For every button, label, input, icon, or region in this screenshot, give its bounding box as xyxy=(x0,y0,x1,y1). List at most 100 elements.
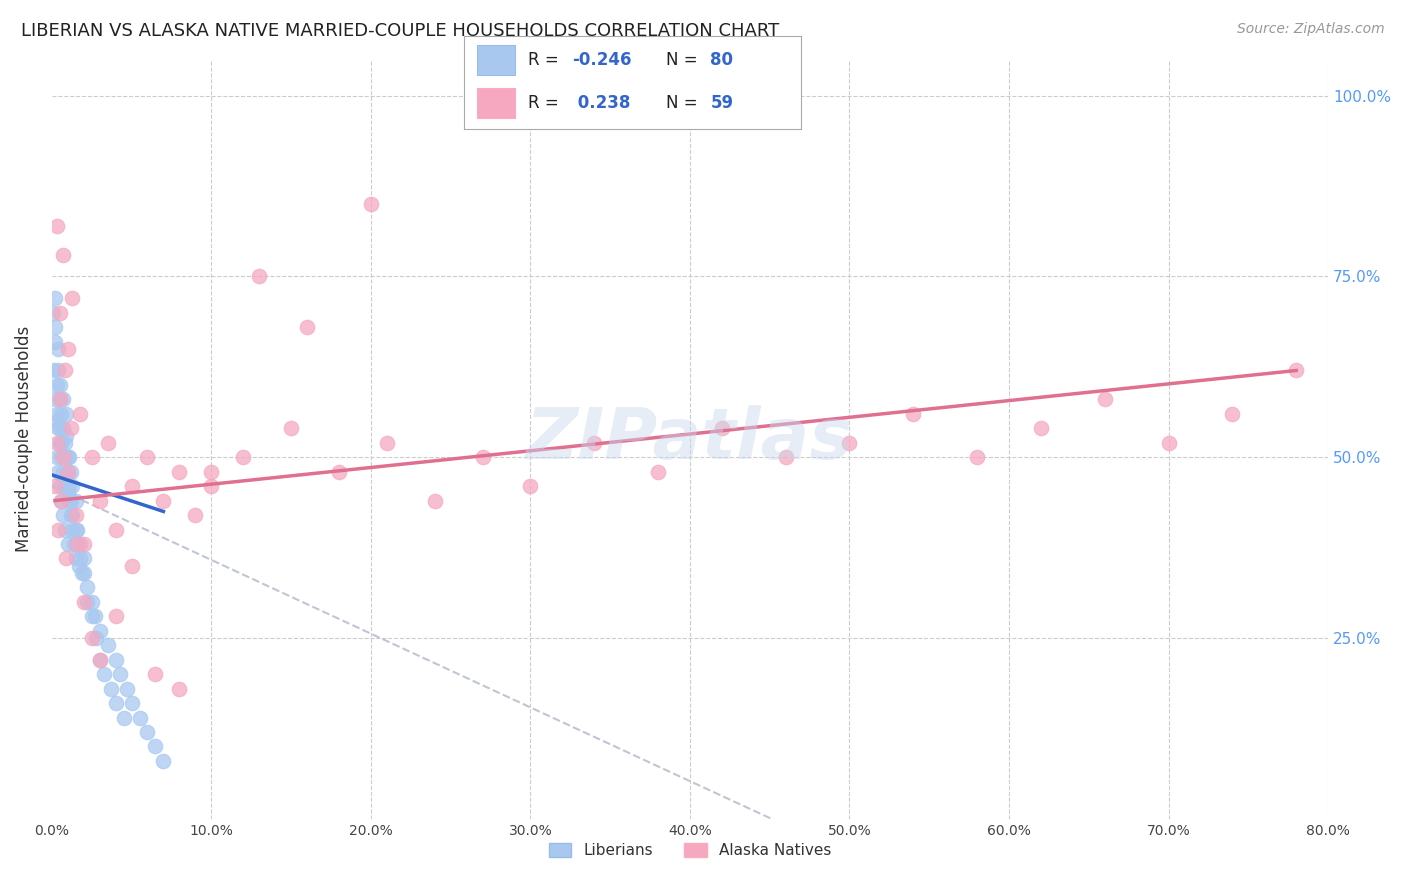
Point xyxy=(1222,407,1244,421)
Point xyxy=(104,696,127,710)
Point xyxy=(51,493,73,508)
Point xyxy=(83,609,105,624)
Point xyxy=(56,465,79,479)
Point xyxy=(647,465,669,479)
Point xyxy=(115,681,138,696)
Point xyxy=(328,465,350,479)
Point xyxy=(710,421,733,435)
Point xyxy=(136,450,159,465)
Point xyxy=(152,754,174,768)
Point xyxy=(145,739,167,754)
Text: 0.238: 0.238 xyxy=(572,95,630,112)
Text: 80: 80 xyxy=(710,51,734,69)
Point xyxy=(45,378,67,392)
Point xyxy=(295,320,318,334)
Point xyxy=(51,450,73,465)
Point xyxy=(121,479,143,493)
Point xyxy=(89,653,111,667)
Bar xyxy=(478,45,515,75)
Point xyxy=(62,523,84,537)
Point xyxy=(59,465,82,479)
Point xyxy=(45,219,67,233)
Point xyxy=(76,595,98,609)
Point xyxy=(184,508,207,522)
Point xyxy=(45,435,67,450)
Point xyxy=(48,305,70,319)
Point xyxy=(44,479,66,493)
Point xyxy=(52,248,75,262)
Point xyxy=(145,667,167,681)
Point xyxy=(46,421,69,435)
Bar xyxy=(478,88,515,118)
Point xyxy=(152,493,174,508)
Point xyxy=(44,392,66,407)
Point xyxy=(56,450,79,465)
Point xyxy=(48,378,70,392)
Point xyxy=(232,450,254,465)
Point xyxy=(59,508,82,522)
Text: Source: ZipAtlas.com: Source: ZipAtlas.com xyxy=(1237,22,1385,37)
Point xyxy=(53,450,76,465)
Point xyxy=(200,465,222,479)
Point xyxy=(903,407,925,421)
Point xyxy=(55,472,77,486)
Point xyxy=(66,537,89,551)
Point xyxy=(128,710,150,724)
Point xyxy=(200,479,222,493)
Text: LIBERIAN VS ALASKA NATIVE MARRIED-COUPLE HOUSEHOLDS CORRELATION CHART: LIBERIAN VS ALASKA NATIVE MARRIED-COUPLE… xyxy=(21,22,779,40)
Point xyxy=(56,537,79,551)
Point xyxy=(519,479,541,493)
Point xyxy=(360,197,382,211)
Point xyxy=(44,334,66,349)
Point xyxy=(80,450,103,465)
Point xyxy=(838,435,860,450)
Point xyxy=(52,421,75,435)
Point xyxy=(80,609,103,624)
Y-axis label: Married-couple Households: Married-couple Households xyxy=(15,326,32,552)
Point xyxy=(44,320,66,334)
Point xyxy=(169,681,191,696)
Text: N =: N = xyxy=(666,95,703,112)
Point xyxy=(76,580,98,594)
Point xyxy=(59,421,82,435)
Point xyxy=(42,363,65,377)
Point xyxy=(53,435,76,450)
Point xyxy=(1094,392,1116,407)
Point xyxy=(48,479,70,493)
Point xyxy=(93,667,115,681)
Point xyxy=(45,450,67,465)
Point xyxy=(45,407,67,421)
Point xyxy=(62,508,84,522)
Point xyxy=(136,725,159,739)
Point xyxy=(65,508,87,522)
Point xyxy=(73,566,96,580)
Point xyxy=(89,653,111,667)
Point xyxy=(112,710,135,724)
Point xyxy=(280,421,302,435)
Text: N =: N = xyxy=(666,51,703,69)
Point xyxy=(104,653,127,667)
Text: 59: 59 xyxy=(710,95,734,112)
Point xyxy=(471,450,494,465)
Point xyxy=(247,269,270,284)
Point xyxy=(73,595,96,609)
Point xyxy=(121,558,143,573)
Point xyxy=(423,493,446,508)
Point xyxy=(46,465,69,479)
Point xyxy=(110,667,132,681)
Point xyxy=(44,291,66,305)
Point xyxy=(56,465,79,479)
Text: R =: R = xyxy=(529,51,564,69)
Legend: Liberians, Alaska Natives: Liberians, Alaska Natives xyxy=(543,837,838,864)
Point xyxy=(48,435,70,450)
Point xyxy=(583,435,606,450)
Point xyxy=(45,414,67,428)
Point xyxy=(52,508,75,522)
Point xyxy=(48,392,70,407)
Point xyxy=(375,435,398,450)
Point xyxy=(966,450,988,465)
Point xyxy=(89,624,111,638)
Point xyxy=(121,696,143,710)
Point xyxy=(58,479,80,493)
Point xyxy=(48,392,70,407)
